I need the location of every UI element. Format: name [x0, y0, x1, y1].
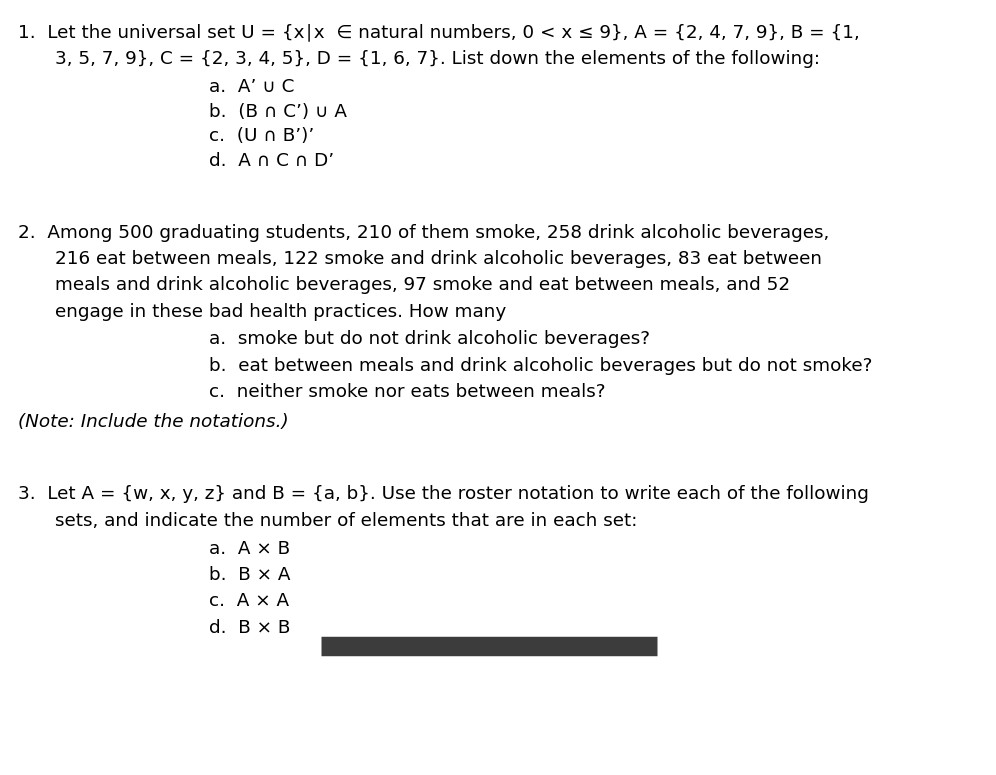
Text: b.  B × A: b. B × A [209, 566, 291, 584]
Text: 2.  Among 500 graduating students, 210 of them smoke, 258 drink alcoholic bevera: 2. Among 500 graduating students, 210 of… [18, 223, 830, 242]
Text: a.  smoke but do not drink alcoholic beverages?: a. smoke but do not drink alcoholic beve… [209, 330, 650, 349]
Text: d.  B × B: d. B × B [209, 618, 291, 637]
Text: meals and drink alcoholic beverages, 97 smoke and eat between meals, and 52: meals and drink alcoholic beverages, 97 … [55, 276, 790, 294]
Text: c.  (U ∩ B’)’: c. (U ∩ B’)’ [209, 127, 315, 146]
Text: d.  A ∩ C ∩ D’: d. A ∩ C ∩ D’ [209, 152, 335, 170]
Text: 216 eat between meals, 122 smoke and drink alcoholic beverages, 83 eat between: 216 eat between meals, 122 smoke and dri… [55, 250, 822, 268]
Text: c.  A × A: c. A × A [209, 592, 289, 611]
Text: 1.  Let the universal set U = {x∣x  ∈ natural numbers, 0 < x ≤ 9}, A = {2, 4, 7,: 1. Let the universal set U = {x∣x ∈ natu… [18, 23, 860, 42]
Text: (Note: Include the notations.): (Note: Include the notations.) [18, 412, 289, 431]
Text: 3, 5, 7, 9}, C = {2, 3, 4, 5}, D = {1, 6, 7}. List down the elements of the foll: 3, 5, 7, 9}, C = {2, 3, 4, 5}, D = {1, 6… [55, 50, 820, 68]
Text: sets, and indicate the number of elements that are in each set:: sets, and indicate the number of element… [55, 512, 637, 530]
Text: c.  neither smoke nor eats between meals?: c. neither smoke nor eats between meals? [209, 383, 606, 401]
Text: a.  A × B: a. A × B [209, 539, 290, 558]
Text: 3.  Let A = {w, x, y, z} and B = {a, b}. Use the roster notation to write each o: 3. Let A = {w, x, y, z} and B = {a, b}. … [18, 485, 869, 504]
Text: b.  eat between meals and drink alcoholic beverages but do not smoke?: b. eat between meals and drink alcoholic… [209, 356, 872, 375]
Text: engage in these bad health practices. How many: engage in these bad health practices. Ho… [55, 302, 506, 321]
Text: a.  A’ ∪ C: a. A’ ∪ C [209, 78, 295, 96]
Text: b.  (B ∩ C’) ∪ A: b. (B ∩ C’) ∪ A [209, 102, 348, 121]
